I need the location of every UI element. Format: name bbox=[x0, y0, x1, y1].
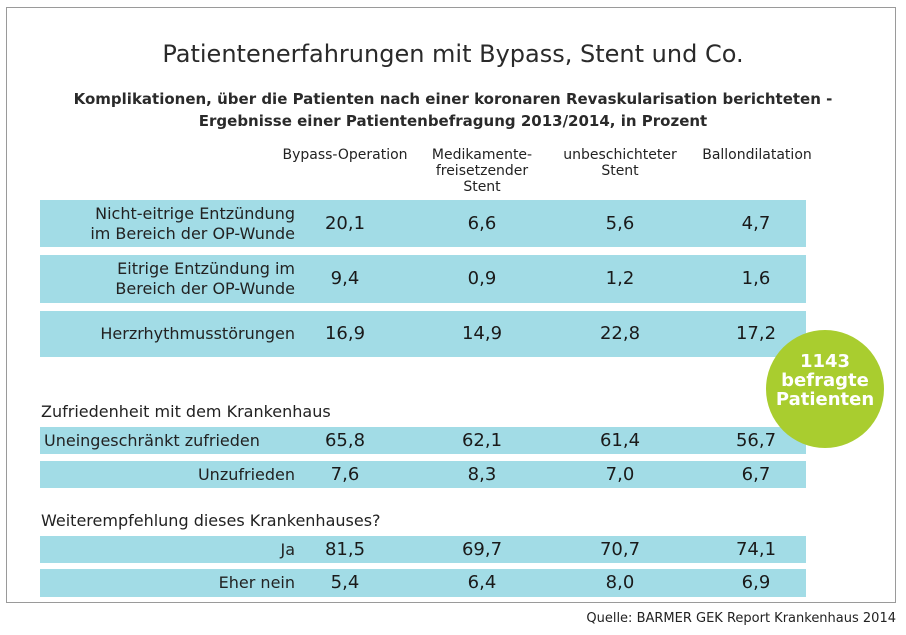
chart-title: Patientenerfahrungen mit Bypass, Stent u… bbox=[162, 40, 744, 68]
data-cell: 5,6 bbox=[605, 212, 635, 234]
column-header-line: Ballondilatation bbox=[702, 147, 812, 163]
data-cell: 7,6 bbox=[330, 463, 360, 485]
row-label-line: Ja bbox=[280, 539, 295, 559]
row-label-line: Unzufrieden bbox=[197, 464, 295, 484]
data-cell: 9,4 bbox=[330, 268, 360, 289]
column-header-line: unbeschichteter bbox=[563, 147, 677, 163]
chart-subtitle: Komplikationen, über die Patienten nach … bbox=[60, 88, 846, 132]
column-header-2: Medikamente-freisetzender Stent bbox=[417, 147, 547, 195]
table-row: Nicht-eitrige Entzündung im Bereich der O… bbox=[40, 200, 806, 247]
table-row: Herzrhythmusstörungen 16,9 14,9 22,8 17,2 bbox=[40, 311, 806, 357]
data-cell: 22,8 bbox=[599, 323, 641, 344]
row-label-line: Bereich der OP-Wunde bbox=[115, 279, 295, 298]
row-label-line: im Bereich der OP-Wunde bbox=[90, 223, 295, 243]
data-cell: 8,0 bbox=[605, 572, 635, 593]
data-cell: 8,3 bbox=[467, 463, 497, 485]
row-label: Nicht-eitrige Entzündung im Bereich der O… bbox=[50, 204, 295, 244]
row-label-line: Eher nein bbox=[218, 573, 295, 592]
chart-frame bbox=[6, 7, 896, 603]
data-cell: 14,9 bbox=[461, 323, 503, 344]
data-cell: 65,8 bbox=[324, 429, 366, 451]
data-cell: 56,7 bbox=[735, 429, 777, 451]
row-label-line: Nicht-eitrige Entzündung bbox=[95, 203, 295, 223]
column-header-line: freisetzender bbox=[435, 163, 529, 179]
column-header-3: unbeschichteter Stent bbox=[555, 147, 685, 179]
data-cell: 61,4 bbox=[599, 429, 641, 451]
section-recommendation: Weiterempfehlung dieses Krankenhauses? bbox=[41, 511, 381, 530]
column-header-4: Ballondilatation bbox=[692, 147, 822, 163]
row-label: Uneingeschränkt zufrieden bbox=[44, 431, 344, 451]
data-cell: 81,5 bbox=[324, 538, 366, 560]
data-cell: 6,4 bbox=[467, 572, 497, 593]
data-cell: 6,6 bbox=[467, 212, 497, 234]
data-cell: 69,7 bbox=[461, 538, 503, 560]
data-cell: 70,7 bbox=[599, 538, 641, 560]
data-cell: 6,9 bbox=[741, 572, 771, 593]
data-cell: 17,2 bbox=[735, 323, 777, 344]
badge-line-3: Patienten bbox=[775, 389, 875, 410]
respondents-badge: 1143 befragte Patienten bbox=[766, 330, 884, 448]
row-label: Unzufrieden bbox=[50, 465, 295, 485]
row-label-line: Eitrige Entzündung im bbox=[117, 259, 295, 278]
column-header-line: Stent bbox=[463, 179, 501, 195]
row-label: Herzrhythmusstörungen bbox=[50, 324, 295, 344]
column-header-line: Medikamente- bbox=[431, 147, 533, 163]
data-cell: 0,9 bbox=[467, 268, 497, 289]
table-row: Unzufrieden 7,6 8,3 7,0 6,7 bbox=[40, 461, 806, 488]
column-header-line: Bypass-Operation bbox=[282, 147, 408, 163]
row-label-line: Herzrhythmusstörungen bbox=[100, 324, 295, 343]
row-label: Ja bbox=[50, 540, 295, 560]
data-cell: 5,4 bbox=[330, 572, 360, 593]
source-note: Quelle: BARMER GEK Report Krankenhaus 20… bbox=[586, 611, 896, 626]
row-label-line: Uneingeschränkt zufrieden bbox=[44, 430, 260, 450]
data-cell: 16,9 bbox=[324, 323, 366, 344]
subtitle-line-2: Ergebnisse einer Patientenbefragung 2013… bbox=[198, 112, 708, 130]
table-row: Eitrige Entzündung im Bereich der OP-Wund… bbox=[40, 255, 806, 303]
badge-count: 1143 bbox=[799, 351, 851, 372]
data-cell: 1,6 bbox=[741, 268, 771, 289]
table-row: Uneingeschränkt zufrieden 65,8 62,1 61,4 56,… bbox=[40, 427, 806, 454]
data-cell: 6,7 bbox=[741, 463, 771, 485]
row-label: Eitrige Entzündung im Bereich der OP-Wund… bbox=[50, 259, 295, 299]
column-header-1: Bypass-Operation bbox=[280, 147, 410, 163]
section-satisfaction: Zufriedenheit mit dem Krankenhaus bbox=[41, 402, 331, 421]
table-row: Ja 81,5 69,7 70,7 74,1 bbox=[40, 536, 806, 563]
data-cell: 20,1 bbox=[324, 212, 366, 234]
data-cell: 62,1 bbox=[461, 429, 503, 451]
data-cell: 1,2 bbox=[605, 268, 635, 289]
subtitle-line-1: Komplikationen, über die Patienten nach … bbox=[73, 90, 833, 108]
badge-line-2: befragte bbox=[781, 370, 869, 391]
data-cell: 4,7 bbox=[741, 212, 771, 234]
data-cell: 7,0 bbox=[605, 463, 635, 485]
data-cell: 74,1 bbox=[735, 538, 777, 560]
table-row: Eher nein 5,4 6,4 8,0 6,9 bbox=[40, 569, 806, 597]
column-header-line: Stent bbox=[601, 163, 639, 179]
row-label: Eher nein bbox=[50, 573, 295, 593]
